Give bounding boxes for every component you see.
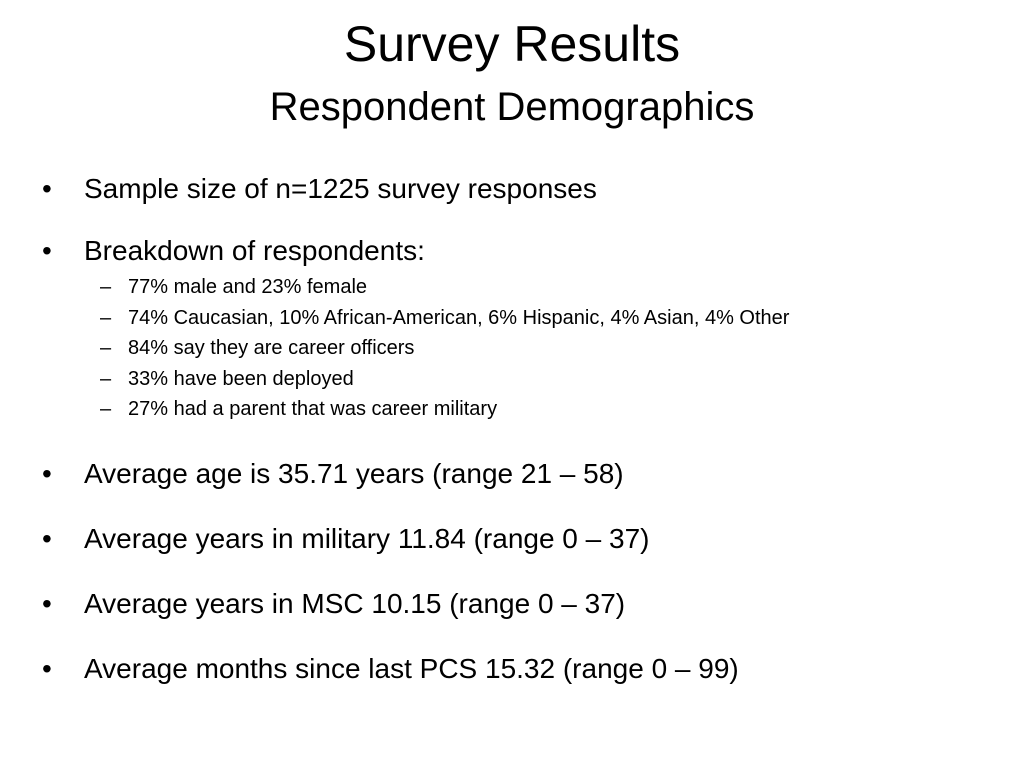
slide-subtitle: Respondent Demographics [269, 85, 755, 129]
bullet-text: Average age is 35.71 years (range 21 – 5… [84, 458, 624, 489]
bullet-marker: • [42, 523, 52, 554]
sub-bullet-marker: – [100, 337, 112, 359]
bullet-text: Sample size of n=1225 survey responses [84, 173, 597, 204]
sub-bullet-marker: – [100, 398, 112, 420]
sub-bullet-marker: – [100, 368, 112, 390]
sub-bullet-text: 33% have been deployed [128, 368, 354, 390]
bullet-text: Average months since last PCS 15.32 (ran… [84, 653, 739, 684]
slide-title: Survey Results [343, 16, 681, 72]
sub-bullet-text: 27% had a parent that was career militar… [128, 398, 498, 420]
bullet-text: Average years in MSC 10.15 (range 0 – 37… [84, 588, 626, 619]
bullet-text: Average years in military 11.84 (range 0… [84, 523, 650, 554]
bullet-marker: • [42, 458, 52, 489]
bullet-marker: • [42, 235, 52, 266]
bullet-text: Breakdown of respondents: [84, 235, 425, 266]
sub-bullet-marker: – [100, 307, 112, 329]
sub-bullet-text: 84% say they are career officers [128, 337, 415, 359]
bullet-marker: • [42, 173, 52, 204]
bullet-marker: • [42, 588, 52, 619]
sub-bullet-text: 77% male and 23% female [128, 276, 368, 298]
sub-bullet-text: 74% Caucasian, 10% African-American, 6% … [128, 307, 790, 329]
bullet-marker: • [42, 653, 52, 684]
sub-bullet-marker: – [100, 276, 112, 298]
